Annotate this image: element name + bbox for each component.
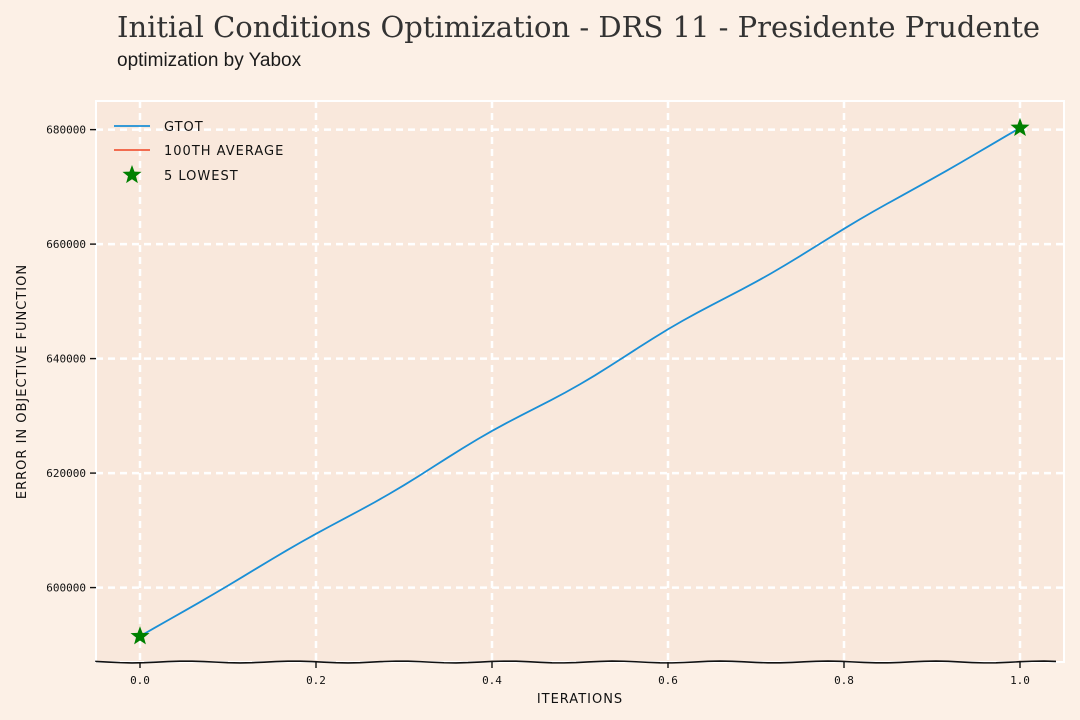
series-markers <box>130 117 1030 645</box>
y-tick-label-2: 640000 <box>46 353 86 366</box>
chart-title: Initial Conditions Optimization - DRS 11… <box>117 10 1041 44</box>
legend: GTOT 100TH AVERAGE 5 LOWEST <box>114 120 284 184</box>
y-axis-ticks: 600000 620000 640000 660000 680000 <box>46 124 96 595</box>
legend-label-2: 5 LOWEST <box>164 169 239 184</box>
x-axis-ticks: 0.0 0.2 0.4 0.6 0.8 1.0 <box>130 662 1030 687</box>
legend-swatch-2 <box>122 165 142 184</box>
chart-subtitle: optimization by Yabox <box>117 50 302 71</box>
x-tick-label-4: 0.8 <box>834 674 854 687</box>
y-tick-label-1: 620000 <box>46 467 86 480</box>
series-line-gtot <box>139 127 1021 638</box>
x-axis-label: ITERATIONS <box>537 692 623 707</box>
x-tick-label-2: 0.4 <box>482 674 502 687</box>
x-axis-line <box>95 660 1057 664</box>
grid <box>96 101 1064 662</box>
x-tick-label-5: 1.0 <box>1010 674 1030 687</box>
y-axis-label: ERROR IN OBJECTIVE FUNCTION <box>15 264 30 499</box>
legend-label-0: GTOT <box>164 120 204 135</box>
series-lines <box>139 127 1021 638</box>
y-tick-label-4: 680000 <box>46 124 86 137</box>
legend-label-1: 100TH AVERAGE <box>164 144 284 159</box>
x-tick-label-0: 0.0 <box>130 674 150 687</box>
x-tick-label-3: 0.6 <box>658 674 678 687</box>
lowest-point-1 <box>1010 117 1030 136</box>
y-tick-label-0: 600000 <box>46 582 86 595</box>
x-tick-label-1: 0.2 <box>306 674 326 687</box>
lowest-point-0 <box>130 626 150 645</box>
y-tick-label-3: 660000 <box>46 238 86 251</box>
